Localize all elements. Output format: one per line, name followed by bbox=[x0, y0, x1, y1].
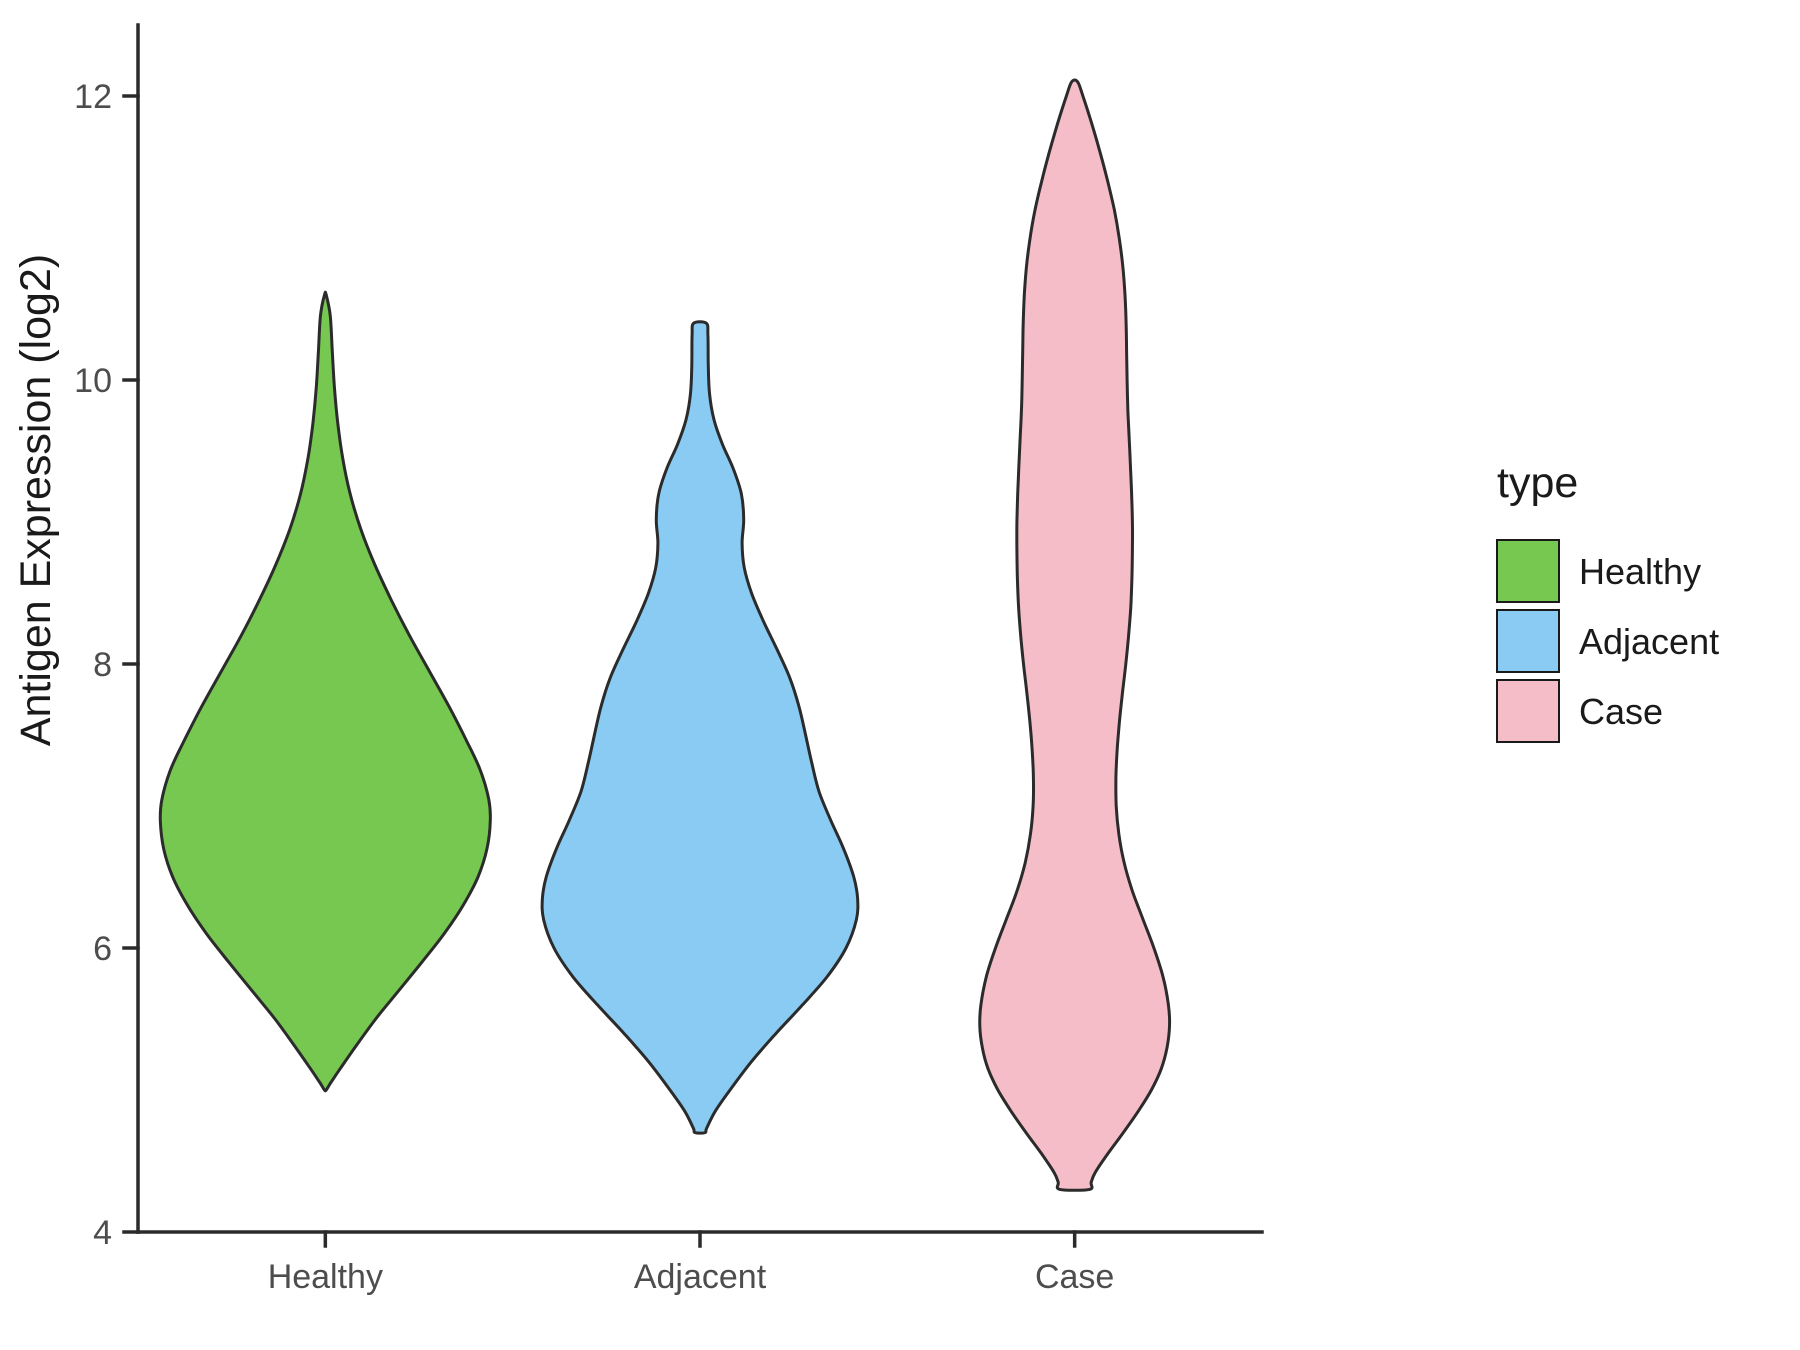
legend-key-case bbox=[1496, 679, 1560, 743]
y-tick-label-10: 10 bbox=[74, 362, 112, 400]
legend-label-case: Case bbox=[1579, 691, 1663, 732]
axes-group: 4 6 8 10 12 Healthy Adjacent Case bbox=[74, 23, 1264, 1296]
y-tick-label-6: 6 bbox=[93, 930, 112, 968]
legend-group: type Healthy Adjacent Case bbox=[1496, 459, 1719, 743]
x-tick-label-healthy: Healthy bbox=[268, 1258, 383, 1296]
legend-label-adjacent: Adjacent bbox=[1579, 621, 1719, 662]
violin-healthy bbox=[158, 290, 492, 1093]
legend-label-healthy: Healthy bbox=[1579, 551, 1701, 592]
y-tick-label-4: 4 bbox=[93, 1214, 112, 1252]
violin-adjacent bbox=[540, 320, 860, 1135]
x-tick-label-case: Case bbox=[1035, 1258, 1114, 1296]
legend-key-healthy bbox=[1496, 539, 1560, 603]
x-tick-label-adjacent: Adjacent bbox=[634, 1258, 767, 1296]
legend-entries: Healthy Adjacent Case bbox=[1496, 539, 1719, 743]
y-tick-label-8: 8 bbox=[93, 646, 112, 684]
legend-title: type bbox=[1497, 459, 1578, 507]
y-axis-title: Antigen Expression (log2) bbox=[12, 254, 60, 746]
legend-key-adjacent bbox=[1496, 609, 1560, 673]
violins-group bbox=[158, 78, 1172, 1192]
violin-case bbox=[978, 78, 1172, 1192]
y-tick-label-12: 12 bbox=[74, 78, 112, 116]
